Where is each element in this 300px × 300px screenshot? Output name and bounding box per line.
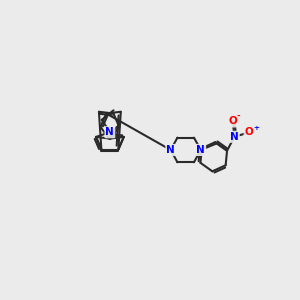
Text: +: + [253,125,259,131]
Text: O: O [244,128,253,137]
Text: N: N [196,145,205,155]
Text: N: N [230,132,239,142]
Text: N: N [106,127,114,137]
Text: -: - [237,112,240,121]
Text: O: O [229,116,237,126]
Text: N: N [166,145,175,155]
